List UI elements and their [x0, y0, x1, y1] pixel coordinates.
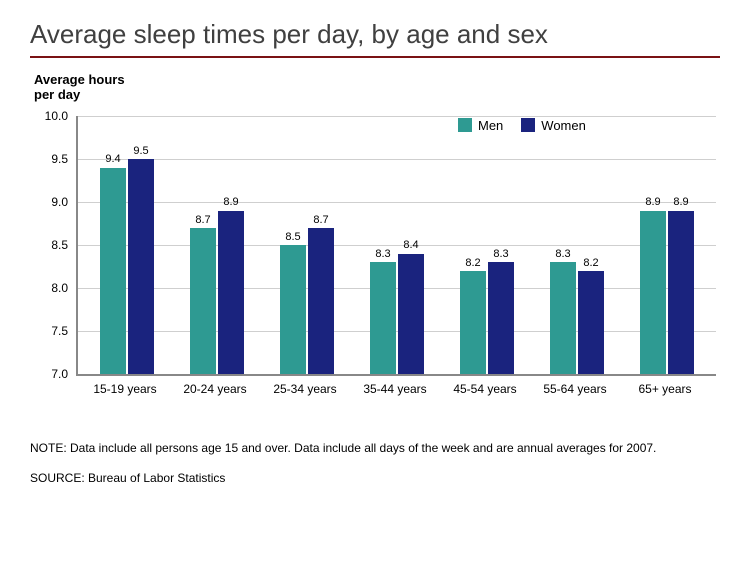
- gridline: [78, 116, 716, 117]
- category-label: 45-54 years: [453, 382, 516, 396]
- category-label: 65+ years: [638, 382, 691, 396]
- category-label: 15-19 years: [93, 382, 156, 396]
- y-tick-label: 7.5: [28, 324, 68, 338]
- bar-value-label: 8.7: [188, 214, 218, 226]
- category-label: 55-64 years: [543, 382, 606, 396]
- bar: [460, 271, 486, 374]
- bar: [308, 228, 334, 374]
- bar-value-label: 8.3: [486, 248, 516, 260]
- legend-label: Men: [478, 118, 503, 133]
- gridline: [78, 159, 716, 160]
- bar-value-label: 8.9: [638, 196, 668, 208]
- bar: [128, 159, 154, 374]
- gridline: [78, 288, 716, 289]
- legend-item: Men: [458, 118, 503, 133]
- plot-area: MenWomen 9.49.58.78.98.58.78.38.48.28.38…: [76, 116, 716, 376]
- y-tick-label: 9.0: [28, 195, 68, 209]
- y-axis-title: Average hours per day: [34, 72, 720, 102]
- legend-swatch: [458, 118, 472, 132]
- bar-value-label: 9.4: [98, 153, 128, 165]
- bar-value-label: 8.4: [396, 239, 426, 251]
- bar: [398, 254, 424, 374]
- legend-swatch: [521, 118, 535, 132]
- bar: [488, 262, 514, 374]
- bar-value-label: 8.9: [216, 196, 246, 208]
- title-underline: [30, 56, 720, 58]
- bar-value-label: 8.9: [666, 196, 696, 208]
- bar: [218, 211, 244, 374]
- category-label: 35-44 years: [363, 382, 426, 396]
- bar-value-label: 9.5: [126, 145, 156, 157]
- chart-note: NOTE: Data include all persons age 15 an…: [30, 440, 720, 456]
- bar-value-label: 8.2: [576, 257, 606, 269]
- gridline: [78, 202, 716, 203]
- category-label: 20-24 years: [183, 382, 246, 396]
- y-tick-label: 8.0: [28, 281, 68, 295]
- bar: [190, 228, 216, 374]
- gridline: [78, 331, 716, 332]
- y-tick-label: 7.0: [28, 367, 68, 381]
- y-tick-label: 9.5: [28, 152, 68, 166]
- category-label: 25-34 years: [273, 382, 336, 396]
- legend: Men Women: [458, 118, 586, 133]
- bar: [640, 211, 666, 374]
- bar: [100, 168, 126, 374]
- bar: [280, 245, 306, 374]
- bar-value-label: 8.2: [458, 257, 488, 269]
- legend-item: Women: [521, 118, 586, 133]
- y-tick-label: 8.5: [28, 238, 68, 252]
- bar: [550, 262, 576, 374]
- y-tick-label: 10.0: [28, 109, 68, 123]
- legend-label: Women: [541, 118, 586, 133]
- bar-value-label: 8.7: [306, 214, 336, 226]
- page-title: Average sleep times per day, by age and …: [30, 20, 720, 50]
- bar: [668, 211, 694, 374]
- sleep-bar-chart: MenWomen 9.49.58.78.98.58.78.38.48.28.38…: [30, 116, 720, 416]
- bar-value-label: 8.3: [368, 248, 398, 260]
- bar: [578, 271, 604, 374]
- bar: [370, 262, 396, 374]
- bar-value-label: 8.5: [278, 231, 308, 243]
- chart-source: SOURCE: Bureau of Labor Statistics: [30, 470, 720, 486]
- bar-value-label: 8.3: [548, 248, 578, 260]
